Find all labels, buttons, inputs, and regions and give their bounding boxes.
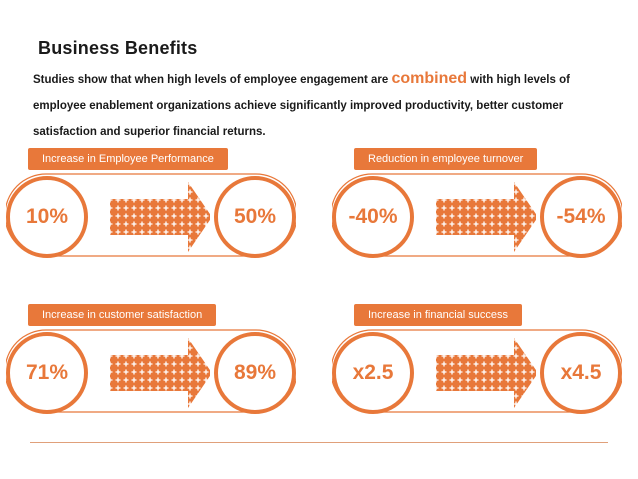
benefit-panel-financial-success: Increase in financial success x2.5 x4.5 [332,304,622,438]
benefit-panel-customer-satisfaction: Increase in customer satisfaction 71% 89… [6,304,296,438]
intro-highlight-word: combined [391,70,468,87]
panel-label: Increase in customer satisfaction [28,304,217,326]
intro-text-start: Studies show that when high levels of em… [33,74,392,86]
after-value: -54% [540,176,622,258]
intro-text: Studies show that when high levels of em… [33,66,613,145]
benefit-panel-employee-turnover: Reduction in employee turnover -40% -54% [332,148,622,282]
after-value: 89% [214,332,296,414]
page-title: Business Benefits [38,38,198,58]
bottom-divider [30,442,608,443]
arrow-icon [436,338,536,408]
panel-label: Increase in Employee Performance [28,148,228,170]
intro-text-end: with high levels of employee enablement … [33,74,570,138]
arrow-icon [436,182,536,252]
before-value: 71% [6,332,88,414]
after-value: 50% [214,176,296,258]
arrow-icon [110,338,210,408]
after-value: x4.5 [540,332,622,414]
arrow-icon [110,182,210,252]
benefit-panel-employee-performance: Increase in Employee Performance 10% 50% [6,148,296,282]
panel-label: Reduction in employee turnover [354,148,538,170]
before-value: x2.5 [332,332,414,414]
panel-label: Increase in financial success [354,304,523,326]
before-value: 10% [6,176,88,258]
before-value: -40% [332,176,414,258]
